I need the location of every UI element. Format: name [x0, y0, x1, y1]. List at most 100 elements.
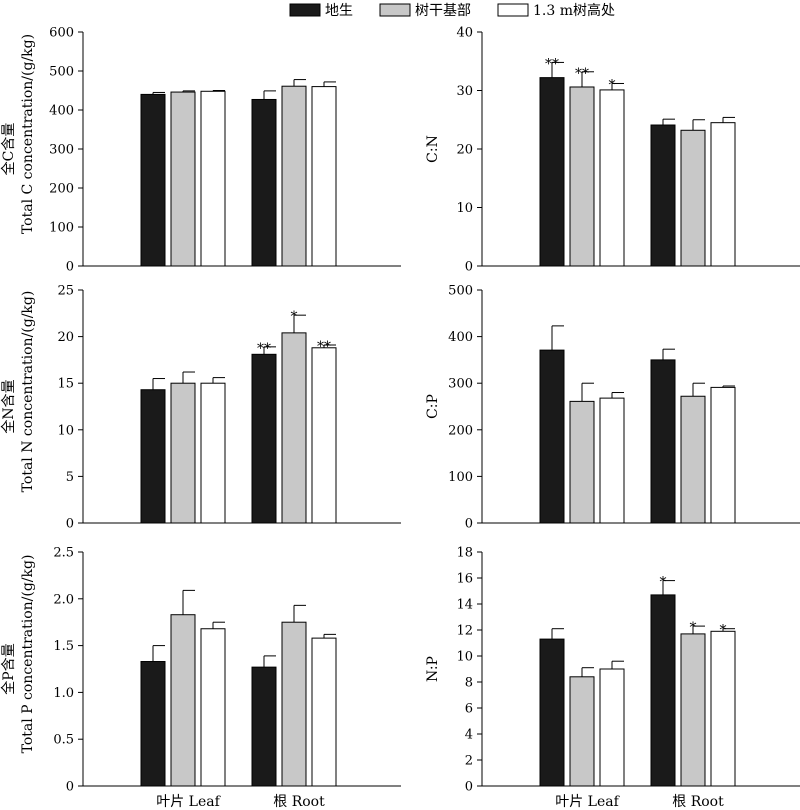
y-tick-label: 10: [456, 201, 473, 216]
y-axis-label: N:P: [425, 656, 441, 682]
legend-item-3: 1.3 m树高处: [497, 2, 615, 19]
bar: [599, 397, 625, 524]
bar: [650, 124, 676, 267]
y-tick-label: 14: [456, 598, 473, 613]
y-tick-label: 400: [49, 104, 74, 119]
y-tick-label: 100: [448, 470, 473, 485]
bar: [281, 621, 307, 787]
y-tick-label: 15: [57, 377, 74, 392]
chart-total-p: 0 0.5 1.0 1.5 2.0 2.5 全P含量 Total P concentratio…: [0, 546, 401, 810]
y-tick-label: 5: [66, 470, 74, 485]
significance-mark: **: [575, 66, 589, 82]
y-tick-label: 300: [448, 377, 473, 392]
legend-swatch-2: [379, 3, 411, 17]
y-tick-label: 0: [465, 517, 473, 532]
bar: [710, 386, 736, 524]
y-axis-label: C:N: [425, 135, 441, 163]
y-tick-label: 18: [456, 546, 473, 561]
legend-label-3: 1.3 m树高处: [533, 2, 615, 19]
y-tick-label: 10: [57, 423, 74, 438]
bar: [680, 633, 706, 787]
category-label: 叶片 Leaf: [555, 794, 620, 810]
chart-n-p: 0 2 4 6 8 10 12 14 16 18 N:P * * * 叶片 Leaf 根 Root: [425, 546, 800, 810]
bar: [539, 638, 565, 787]
y-tick-label: 0: [66, 780, 74, 795]
significance-mark: **: [257, 341, 271, 357]
y-tick-label: 1.5: [53, 639, 74, 654]
y-tick-label: 20: [57, 330, 74, 345]
bar: [539, 349, 565, 524]
y-tick-label: 30: [456, 84, 473, 99]
y-tick-label: 0: [66, 260, 74, 275]
significance-mark: **: [317, 339, 331, 355]
y-tick-label: 6: [465, 702, 473, 717]
y-tick-label: 2: [465, 754, 473, 769]
chart-c-p: 0 100 200 300 400 500 C:P: [425, 284, 800, 532]
bar: [200, 382, 226, 524]
category-label: 根 Root: [672, 794, 724, 810]
bar: [569, 676, 595, 787]
significance-mark: **: [545, 56, 559, 72]
bar: [311, 347, 337, 524]
y-tick-label: 16: [456, 572, 473, 587]
y-axis-label-en: Total P concentration/(g/kg): [20, 555, 36, 754]
bar: [569, 86, 595, 267]
legend-item-1: 地生: [289, 3, 353, 19]
bar: [569, 400, 595, 524]
bar: [200, 90, 226, 267]
bar: [170, 382, 196, 524]
y-tick-label: 500: [448, 284, 473, 299]
y-tick-label: 500: [49, 65, 74, 80]
bar: [251, 666, 277, 787]
y-tick-label: 1.0: [53, 686, 74, 701]
bar: [650, 359, 676, 524]
y-tick-label: 600: [49, 26, 74, 41]
bar: [599, 89, 625, 267]
bar: [140, 661, 166, 787]
y-tick-label: 200: [448, 423, 473, 438]
chart-total-n: 0 5 10 15 20 25 全N含量 Total N concentration/(g/k…: [0, 284, 401, 532]
y-tick-label: 8: [465, 676, 473, 691]
category-label: 根 Root: [273, 794, 325, 810]
y-axis-label-cn: 全P含量: [0, 643, 17, 694]
legend-swatch-1: [289, 3, 321, 17]
y-axis-label-cn: 全C含量: [0, 123, 17, 176]
chart-total-c: 0 100 200 300 400 500 600 全C含量 Total C concentra…: [0, 26, 401, 275]
bar: [251, 98, 277, 267]
legend-item-2: 树干基部: [379, 2, 471, 19]
bar: [680, 129, 706, 267]
y-tick-label: 200: [49, 182, 74, 197]
bar: [281, 332, 307, 524]
bar: [140, 389, 166, 524]
bar: [680, 395, 706, 524]
y-tick-label: 100: [49, 221, 74, 236]
bar: [539, 77, 565, 267]
significance-mark: *: [609, 77, 616, 93]
legend-swatch-3: [497, 3, 529, 17]
bar: [599, 668, 625, 787]
y-axis-label-en: Total C concentration/(g/kg): [20, 34, 36, 234]
significance-mark: *: [690, 620, 697, 636]
legend-label-2: 树干基部: [415, 2, 471, 19]
y-tick-label: 12: [456, 624, 473, 639]
y-tick-label: 2.0: [53, 592, 74, 607]
y-tick-label: 20: [456, 143, 473, 158]
significance-mark: *: [720, 623, 727, 639]
y-tick-label: 2.5: [53, 546, 74, 561]
bar: [710, 630, 736, 787]
bar: [311, 637, 337, 787]
y-tick-label: 400: [448, 330, 473, 345]
bar: [170, 614, 196, 787]
bar: [710, 122, 736, 267]
bar: [200, 628, 226, 787]
legend: 地生 树干基部 1.3 m树高处: [289, 2, 615, 19]
legend-label-1: 地生: [325, 3, 353, 19]
bar: [170, 91, 196, 267]
significance-mark: *: [291, 309, 298, 325]
y-axis-label-cn: 全N含量: [0, 379, 17, 433]
y-tick-label: 4: [465, 728, 473, 743]
y-tick-label: 300: [49, 143, 74, 158]
bar: [650, 594, 676, 787]
y-tick-label: 25: [57, 284, 74, 299]
